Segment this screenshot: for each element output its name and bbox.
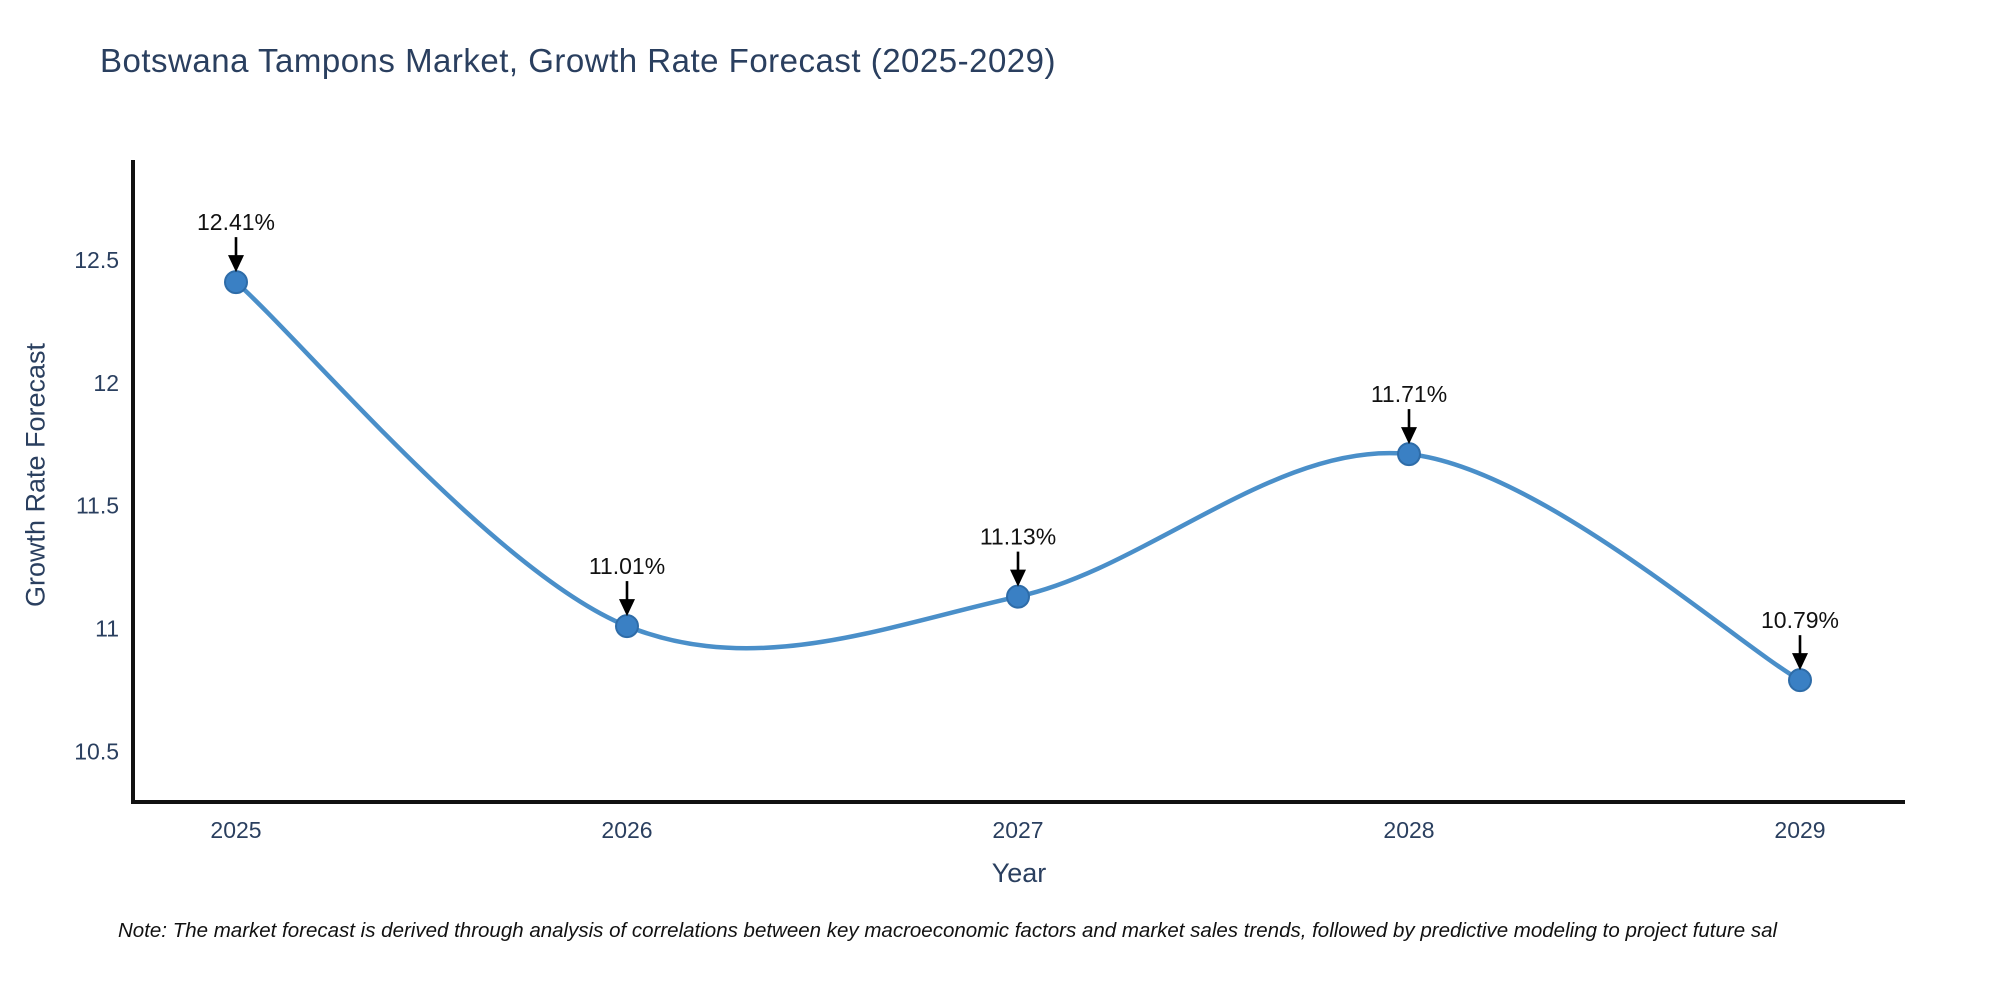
y-tick-label: 12.5	[74, 247, 119, 273]
data-point-2027	[1006, 584, 1030, 609]
data-point-2029	[1788, 668, 1812, 693]
annotation-arrowhead	[1010, 569, 1026, 587]
x-tick-label: 2027	[992, 817, 1043, 843]
annotation-arrowhead	[1792, 653, 1808, 671]
annotation-label: 11.13%	[980, 524, 1056, 550]
x-axis-title: Year	[991, 858, 1047, 888]
y-tick-label: 11	[95, 616, 119, 642]
x-tick-label: 2028	[1383, 817, 1434, 843]
y-tick-label: 11.5	[76, 493, 119, 519]
annotation-label: 11.71%	[1371, 381, 1447, 407]
trace-line	[233, 279, 1803, 683]
y-axis-title: Growth Rate Forecast	[20, 342, 51, 608]
footnote: Note: The market forecast is derived thr…	[118, 919, 1778, 942]
data-point-2028	[1397, 442, 1421, 467]
annotation-arrowhead	[619, 599, 635, 617]
x-tick-label: 2029	[1774, 817, 1825, 843]
annotation-label: 10.79%	[1761, 607, 1839, 633]
x-tick-label: 2025	[210, 817, 261, 843]
annotation-label: 11.01%	[589, 553, 665, 579]
data-point-2025	[224, 270, 248, 295]
annotation-arrowhead	[1401, 427, 1417, 445]
y-tick-label: 12	[93, 370, 119, 396]
chart-title: Botswana Tampons Market, Growth Rate For…	[100, 42, 1056, 79]
data-point-2026	[615, 614, 639, 639]
x-tick-label: 2026	[601, 817, 652, 843]
y-tick-label: 10.5	[74, 738, 119, 764]
annotation-arrowhead	[228, 255, 244, 273]
annotation-label: 12.41%	[197, 209, 275, 235]
